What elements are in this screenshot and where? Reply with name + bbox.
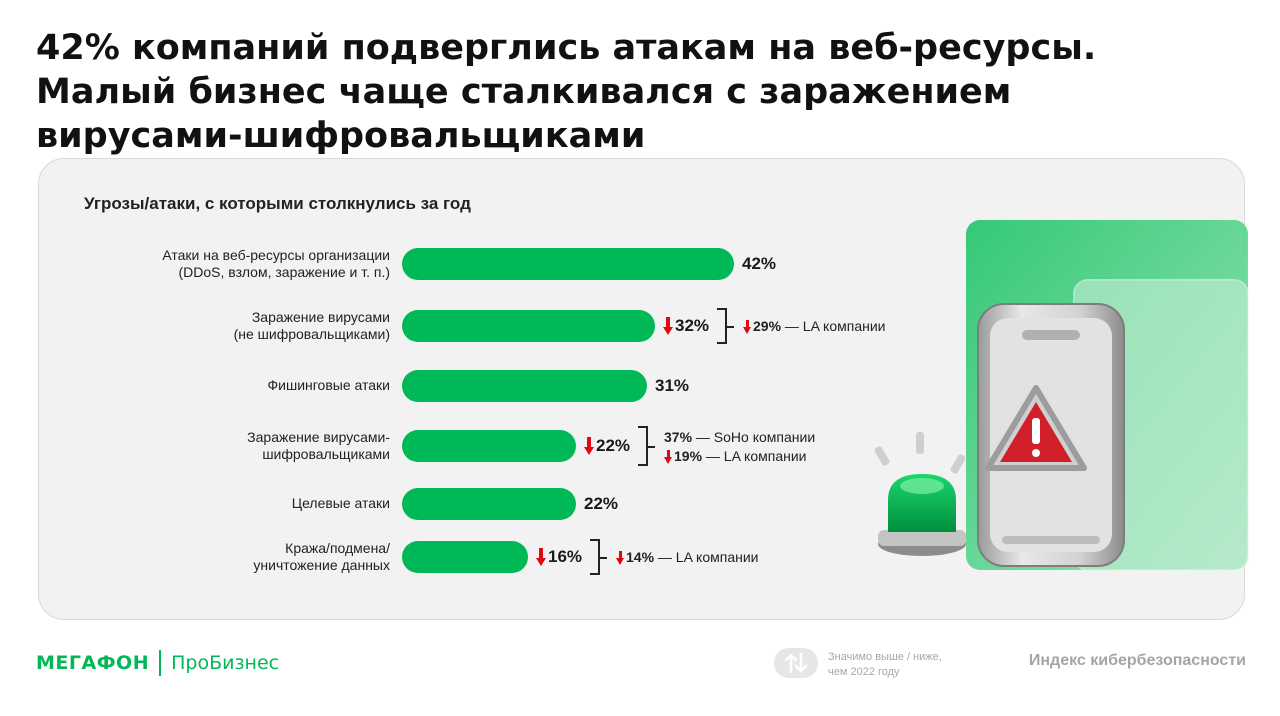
page-headline: 42% компаний подверглись атакам на веб-р… [36, 26, 1236, 158]
down-arrow-icon [584, 437, 594, 455]
value-label: 32% [675, 316, 710, 335]
row-label-line-2: (не шифровальщиками) [233, 326, 390, 342]
comparison-value: 19% [674, 448, 703, 464]
comparison-text: — SoHo компании [692, 429, 816, 445]
alarm-beacon-phone-warning-icon [874, 220, 1249, 571]
row-label-line-2: шифровальщиками [262, 446, 390, 462]
comparison-note: 29% — LA компании [753, 318, 885, 334]
bar [402, 248, 734, 280]
down-arrow-icon [663, 317, 673, 335]
megafon-probusiness-logo: МегаФон ПроБизнес [36, 650, 279, 676]
comparison-value: 29% [753, 318, 782, 334]
value-label: 31% [655, 376, 690, 395]
row-label-line-1: Заражение вирусами [251, 309, 390, 325]
value-label: 42% [742, 254, 777, 273]
row-label-line-1: Кража/подмена/ [285, 540, 390, 556]
down-arrow-icon [616, 551, 624, 565]
value-label: 22% [596, 436, 631, 455]
significance-legend: Значимо выше / ниже, чем 2022 году [828, 650, 958, 680]
value-label: 22% [584, 494, 619, 513]
bracket [638, 426, 655, 466]
bar [402, 370, 647, 402]
headline-line-1: 42% компаний подверглись атакам на веб-р… [36, 28, 1097, 68]
row-label: Заражение вирусами (не шифровальщиками) [50, 309, 390, 343]
bar [402, 310, 655, 342]
row-label-line-1: Фишинговые атаки [267, 377, 390, 393]
value-label: 16% [548, 547, 583, 566]
bracket [590, 539, 607, 575]
headline-line-3: вирусами-шифровальщиками [36, 116, 646, 156]
row-label-line-1: Целевые атаки [291, 495, 390, 511]
comparison-note: 19% — LA компании [674, 448, 806, 464]
row-label-line-1: Заражение вирусами- [247, 429, 390, 445]
logo-brand: МегаФон [36, 652, 150, 674]
bracket [717, 308, 734, 344]
down-arrow-icon [743, 320, 751, 334]
row-label-line-1: Атаки на веб-ресурсы организации [162, 247, 390, 263]
row-label: Кража/подмена/уничтожение данных [50, 540, 390, 574]
row-label-line-2: (DDoS, взлом, заражение и т. п.) [178, 264, 390, 280]
logo-product: ПроБизнес [171, 652, 280, 674]
comparison-text: — LA компании [702, 448, 807, 464]
legend-line-1: Значимо выше / ниже, [828, 651, 942, 663]
row-label: Заражение вирусами-шифровальщиками [50, 429, 390, 463]
index-title: Индекс кибербезопасности [1028, 652, 1246, 669]
bar [402, 541, 528, 573]
comparison-note: 37% — SoHo компании [664, 429, 815, 445]
row-label: Фишинговые атаки [50, 377, 390, 394]
comparison-value: 14% [626, 549, 655, 565]
comparison-note: 14% — LA компании [626, 549, 758, 565]
legend-line-2: чем 2022 году [828, 666, 900, 678]
chart-title: Угрозы/атаки, с которыми столкнулись за … [84, 194, 471, 213]
up-down-arrows-icon [774, 648, 818, 678]
comparison-value: 37% [664, 429, 693, 445]
comparison-text: — LA компании [781, 318, 886, 334]
bar [402, 430, 576, 462]
row-label: Целевые атаки [50, 495, 390, 512]
row-label-line-2: уничтожение данных [253, 557, 390, 573]
row-label: Атаки на веб-ресурсы организации (DDoS, в… [50, 247, 390, 281]
logo-divider [159, 650, 162, 676]
bar [402, 488, 576, 520]
headline-line-2: Малый бизнес чаще сталкивался с заражени… [36, 72, 1012, 112]
comparison-text: — LA компании [654, 549, 759, 565]
down-arrow-icon [536, 548, 546, 566]
down-arrow-icon [664, 450, 672, 464]
